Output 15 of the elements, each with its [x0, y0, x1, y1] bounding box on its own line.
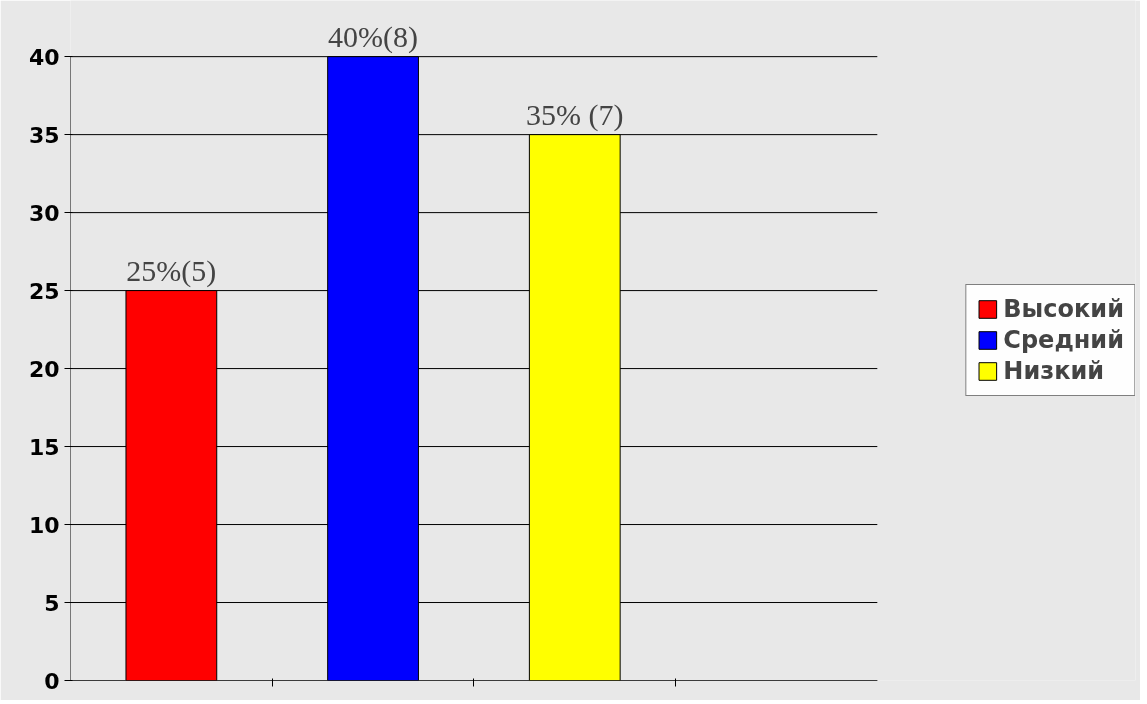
data-label: 40%(8) [328, 19, 419, 54]
data-label: 35% (7) [526, 97, 624, 132]
y-tick-label: 5 [44, 590, 60, 616]
y-tick-label: 30 [28, 200, 60, 226]
y-tick-label: 35 [28, 122, 60, 148]
y-tick-label: 0 [44, 668, 60, 694]
y-tick-label: 25 [28, 278, 60, 304]
y-tick-label: 20 [28, 356, 60, 382]
legend-label: Низкий [1003, 357, 1105, 385]
y-tick-label: 15 [28, 434, 60, 460]
y-tick-label: 40 [28, 44, 60, 70]
legend-label: Средний [1003, 326, 1124, 354]
legend-label: Высокий [1003, 295, 1124, 323]
y-tick-label: 10 [28, 512, 60, 538]
data-label: 25%(5) [126, 253, 217, 288]
